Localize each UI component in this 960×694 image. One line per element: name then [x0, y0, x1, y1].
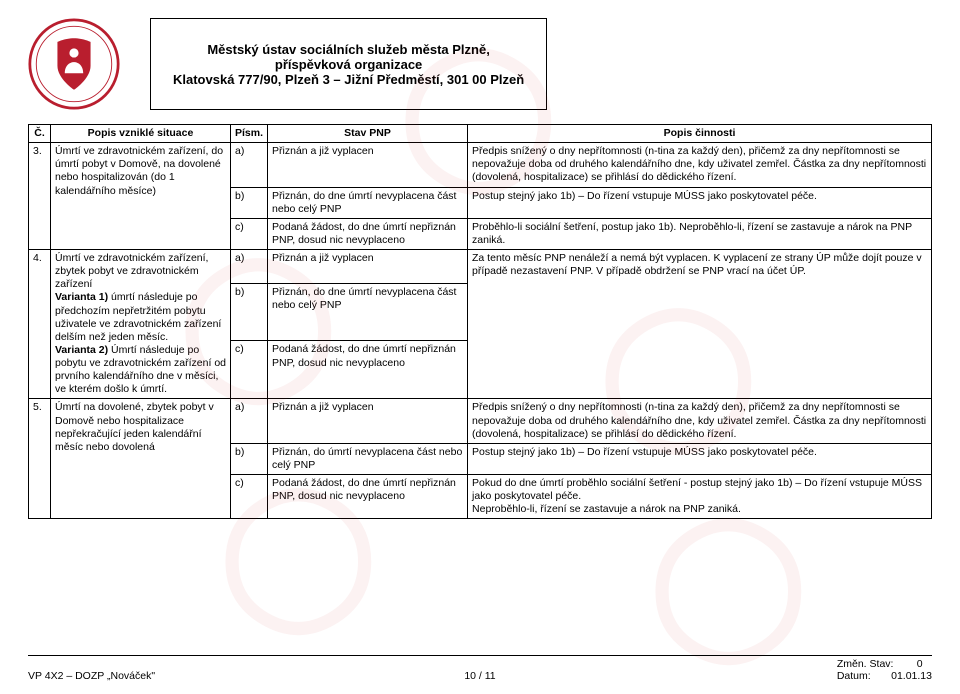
cell-popis: Proběhlo-li sociální šetření, postup jak…: [468, 218, 932, 249]
footer-right: Změn. Stav: 0 Datum: 01.01.13: [631, 658, 932, 682]
org-line1: Městský ústav sociálních služeb města Pl…: [173, 42, 524, 57]
cell-pism: a): [231, 143, 268, 187]
cell-stav: Přiznán, do dne úmrtí nevyplacena část n…: [268, 283, 468, 341]
footer-date-value: 01.01.13: [891, 670, 932, 682]
shield-logo-icon: [28, 18, 120, 110]
cell-popis: Postup stejný jako 1b) – Do řízení vstup…: [468, 443, 932, 474]
cell-stav: Podaná žádost, do dne úmrtí nepřiznán PN…: [268, 341, 468, 399]
table-row: 3. Úmrtí ve zdravotnickém zařízení, do ú…: [29, 143, 932, 187]
cell-stav: Přiznán, do dne úmrtí nevyplacena část n…: [268, 187, 468, 218]
th-situace: Popis vzniklé situace: [51, 125, 231, 143]
cell-num: 5.: [29, 399, 51, 519]
pnp-table: Č. Popis vzniklé situace Písm. Stav PNP …: [28, 124, 932, 519]
document-header: Městský ústav sociálních služeb města Pl…: [28, 18, 932, 110]
cell-stav: Přiznán a již vyplacen: [268, 143, 468, 187]
cell-popis: Předpis snížený o dny nepřítomnosti (n-t…: [468, 143, 932, 187]
org-logo: [28, 18, 120, 110]
footer-date-label: Datum:: [837, 670, 871, 682]
cell-popis: Za tento měsíc PNP nenáleží a nemá být v…: [468, 250, 932, 399]
cell-stav: Přiznán a již vyplacen: [268, 250, 468, 284]
cell-stav: Podaná žádost, do dne úmrtí nepřiznán PN…: [268, 218, 468, 249]
cell-popis: Pokud do dne úmrtí proběhlo sociální šet…: [468, 475, 932, 519]
cell-situace: Úmrtí ve zdravotnickém zařízení, do úmrt…: [51, 143, 231, 250]
cell-pism: b): [231, 283, 268, 341]
cell-stav: Přiznán a již vyplacen: [268, 399, 468, 443]
cell-situace: Úmrtí na dovolené, zbytek pobyt v Domově…: [51, 399, 231, 519]
footer-page-number: 10 / 11: [329, 670, 630, 682]
footer-status-value: 0: [917, 658, 923, 670]
table-header-row: Č. Popis vzniklé situace Písm. Stav PNP …: [29, 125, 932, 143]
cell-pism: b): [231, 443, 268, 474]
th-popis: Popis činnosti: [468, 125, 932, 143]
table-row: 5. Úmrtí na dovolené, zbytek pobyt v Dom…: [29, 399, 932, 443]
cell-stav: Podaná žádost, do dne úmrtí nepřiznán PN…: [268, 475, 468, 519]
table-row: 4. Úmrtí ve zdravotnickém zařízení, zbyt…: [29, 250, 932, 284]
cell-popis: Předpis snížený o dny nepřítomnosti (n-t…: [468, 399, 932, 443]
cell-pism: a): [231, 399, 268, 443]
cell-pism: a): [231, 250, 268, 284]
footer-status-label: Změn. Stav:: [837, 658, 894, 670]
th-pism: Písm.: [231, 125, 268, 143]
th-stav: Stav PNP: [268, 125, 468, 143]
cell-num: 3.: [29, 143, 51, 250]
org-line2: příspěvková organizace: [173, 57, 524, 72]
cell-pism: c): [231, 475, 268, 519]
cell-situace: Úmrtí ve zdravotnickém zařízení, zbytek …: [51, 250, 231, 399]
cell-stav: Přiznán, do úmrtí nevyplacena část nebo …: [268, 443, 468, 474]
watermark-circle: ◯: [650, 510, 807, 650]
org-title-box: Městský ústav sociálních služeb města Pl…: [150, 18, 547, 110]
org-line3: Klatovská 777/90, Plzeň 3 – Jižní Předmě…: [173, 72, 524, 87]
cell-pism: c): [231, 341, 268, 399]
cell-popis: Postup stejný jako 1b) – Do řízení vstup…: [468, 187, 932, 218]
cell-num: 4.: [29, 250, 51, 399]
document-footer: VP 4X2 – DOZP „Nováček" 10 / 11 Změn. St…: [28, 655, 932, 682]
th-num: Č.: [29, 125, 51, 143]
footer-left: VP 4X2 – DOZP „Nováček": [28, 670, 329, 682]
cell-pism: b): [231, 187, 268, 218]
cell-pism: c): [231, 218, 268, 249]
